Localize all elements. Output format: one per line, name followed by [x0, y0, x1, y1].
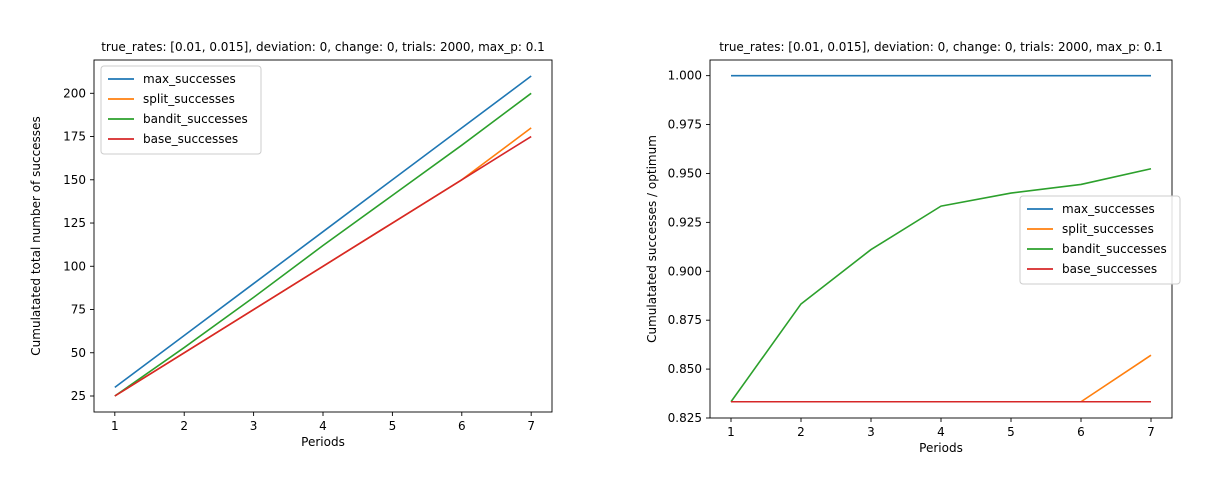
chart-1: true_rates: [0.01, 0.015], deviation: 0,… — [29, 40, 553, 449]
chart-1-legend-label-bandit_successes: bandit_successes — [143, 112, 248, 126]
chart-2: true_rates: [0.01, 0.015], deviation: 0,… — [645, 40, 1181, 455]
chart-1-series-bandit_successes — [114, 92, 532, 397]
chart-2-y-tick-label: 0.950 — [668, 166, 702, 180]
chart-2-x-tick-label: 1 — [727, 425, 735, 439]
chart-2-y-tick-label: 0.900 — [668, 264, 702, 278]
chart-1-x-tick-label: 5 — [389, 419, 397, 433]
chart-2-legend: max_successes split_successes bandit_succe… — [1019, 195, 1181, 285]
chart-1-series-base_successes — [114, 135, 532, 397]
chart-1-x-tick-label: 6 — [458, 419, 466, 433]
chart-2-title: true_rates: [0.01, 0.015], deviation: 0,… — [719, 40, 1163, 54]
chart-1-y-tick-label: 150 — [63, 173, 86, 187]
chart-2-x-tick-label: 3 — [867, 425, 875, 439]
chart-2-x-axis-label: Periods — [919, 441, 963, 455]
chart-2-y-tick-label: 0.850 — [668, 362, 702, 376]
chart-1-legend-label-base_successes: base_successes — [143, 132, 238, 146]
chart-2-series-bandit_successes — [730, 167, 1152, 403]
chart-1-legend: max_successes split_successes bandit_succe… — [100, 65, 262, 155]
chart-1-legend-label-max_successes: max_successes — [143, 72, 236, 86]
chart-1-y-tick-label: 200 — [63, 86, 86, 100]
chart-2-x-tick-label: 4 — [937, 425, 945, 439]
chart-1-y-axis-label: Cumulatated total number of successes — [29, 116, 43, 355]
chart-2-x-tick-label: 6 — [1077, 425, 1085, 439]
chart-1-y-tick-label: 100 — [63, 259, 86, 273]
chart-2-legend-label-bandit_successes: bandit_successes — [1062, 242, 1167, 256]
chart-1-series-split_successes — [114, 127, 532, 397]
chart-1-y-tick-label: 75 — [71, 303, 86, 317]
chart-2-series-split_successes — [731, 354, 1152, 403]
chart-1-y-tick-label: 50 — [71, 346, 86, 360]
chart-2-x-tick-label: 5 — [1007, 425, 1015, 439]
chart-1-x-tick-label: 3 — [250, 419, 258, 433]
chart-1-title: true_rates: [0.01, 0.015], deviation: 0,… — [101, 40, 545, 54]
chart-2-legend-box — [1019, 195, 1181, 285]
chart-1-y-tick-label: 175 — [63, 130, 86, 144]
chart-1-y-tick-label: 125 — [63, 216, 86, 230]
chart-1-y-tick-label: 25 — [71, 389, 86, 403]
chart-1-x-tick-label: 1 — [111, 419, 119, 433]
chart-2-y-tick-label: 0.925 — [668, 215, 702, 229]
chart-1-x-tick-label: 4 — [319, 419, 327, 433]
chart-2-y-tick-label: 0.825 — [668, 411, 702, 425]
chart-2-x-tick-label: 7 — [1147, 425, 1155, 439]
chart-1-legend-label-split_successes: split_successes — [143, 92, 235, 106]
chart-2-y-axis-label: Cumulatated successes / optimum — [645, 135, 659, 343]
chart-2-legend-label-split_successes: split_successes — [1062, 222, 1154, 236]
chart-2-y-tick-label: 1.000 — [668, 69, 702, 83]
chart-1-legend-box — [100, 65, 262, 155]
chart-1-x-axis-label: Periods — [301, 435, 345, 449]
chart-2-x-tick-label: 2 — [797, 425, 805, 439]
chart-1-x-tick-label: 7 — [527, 419, 535, 433]
chart-1-x-tick-label: 2 — [180, 419, 188, 433]
chart-2-y-tick-label: 0.975 — [668, 118, 702, 132]
chart-1-series-max_successes — [114, 75, 532, 388]
chart-2-y-tick-label: 0.875 — [668, 313, 702, 327]
chart-2-legend-label-max_successes: max_successes — [1062, 202, 1155, 216]
chart-2-legend-label-base_successes: base_successes — [1062, 262, 1157, 276]
